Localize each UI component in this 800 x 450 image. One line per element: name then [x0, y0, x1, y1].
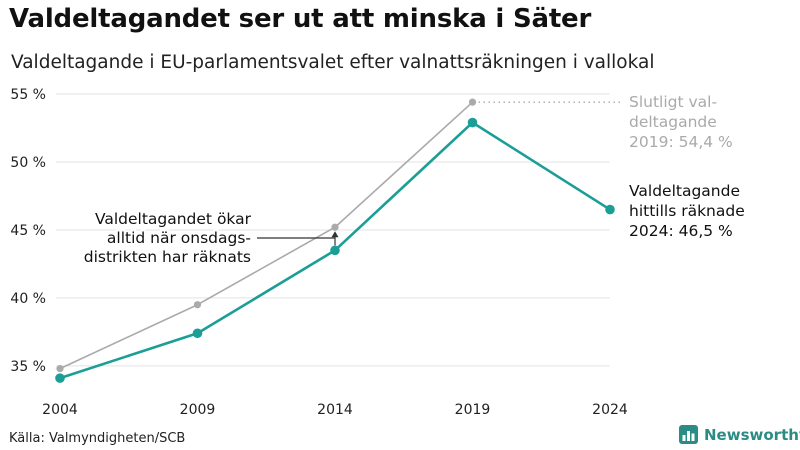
series-line-final [59, 101, 474, 370]
data-point-final [331, 223, 339, 231]
annotation-final-2019: 2019: 54,4 % [629, 133, 733, 151]
x-tick-label: 2014 [317, 402, 353, 418]
annotation-current-2024: hittills räknade [629, 202, 745, 220]
data-point-preliminary [192, 328, 203, 339]
source-note: Källa: Valmyndigheten/SCB [9, 431, 186, 446]
y-tick-label: 50 % [10, 155, 46, 171]
data-point-final [468, 98, 477, 106]
data-point-preliminary [55, 373, 65, 383]
data-point-preliminary [605, 204, 615, 215]
y-tick-label: 40 % [10, 291, 46, 307]
y-tick-label: 55 % [10, 87, 46, 103]
annotation-final-2019: deltagande [629, 113, 717, 131]
x-tick-label: 2024 [592, 402, 628, 418]
data-point-final [193, 301, 202, 309]
y-tick-label: 45 % [10, 223, 46, 239]
annotation-final-2019: Slutligt val- [629, 93, 717, 111]
y-tick-label: 35 % [10, 359, 46, 375]
data-point-preliminary [330, 245, 340, 256]
data-point-final [56, 365, 64, 373]
x-tick-label: 2009 [180, 402, 216, 418]
annotation-gap-note: Valdeltagandet ökar [95, 210, 252, 228]
bar-chart-icon [679, 425, 698, 444]
annotation-current-2024: 2024: 46,5 % [629, 222, 733, 240]
x-tick-label: 2019 [455, 402, 491, 418]
chart-title: Valdeltagandet ser ut att minska i Säter [9, 4, 592, 34]
gap-arrow-head [331, 231, 339, 238]
annotation-gap-note: distrikten har räknats [84, 248, 251, 266]
chart-subtitle: Valdeltagande i EU-parlamentsvalet efter… [11, 52, 655, 73]
annotation-gap-note: alltid när onsdags- [107, 229, 251, 247]
brand-name: Newsworthy [704, 425, 800, 444]
annotation-current-2024: Valdeltagande [629, 182, 740, 200]
x-tick-label: 2004 [42, 402, 78, 418]
data-point-preliminary [467, 117, 478, 128]
brand-logo: Newsworthy [679, 425, 800, 444]
